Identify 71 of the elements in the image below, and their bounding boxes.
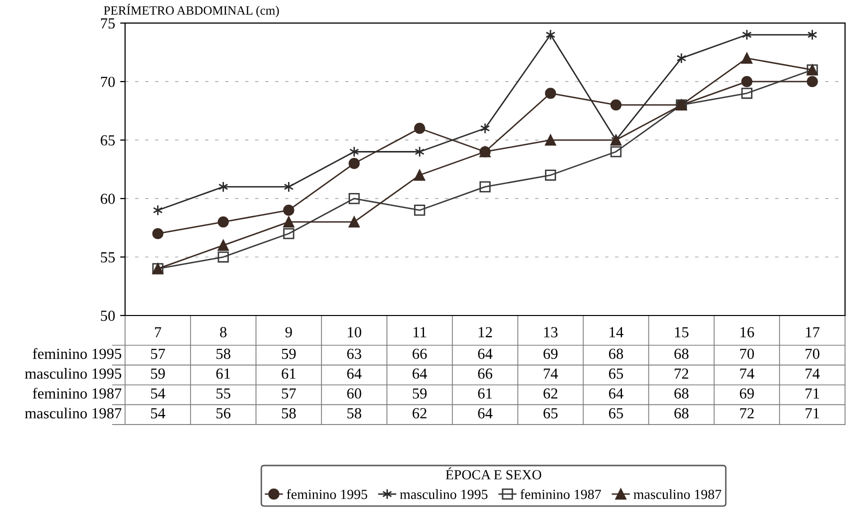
legend-label: feminino 1995 [286, 489, 368, 500]
data-label: 71 [806, 388, 820, 398]
data-label: 72 [674, 368, 688, 379]
y-tick-label: 75 [101, 18, 115, 29]
data-label: 66 [412, 348, 427, 359]
data-label: 64 [412, 368, 428, 379]
data-label: 69 [544, 348, 558, 359]
data-label: 54 [151, 408, 166, 418]
y-tick-label: 70 [101, 76, 115, 88]
x-tick-label: 8 [220, 327, 227, 338]
x-tick-label: 15 [675, 327, 688, 338]
data-label: 62 [412, 408, 426, 418]
data-label: 54 [151, 388, 166, 399]
data-label: 58 [347, 408, 362, 418]
y-tick-label: 50 [100, 310, 115, 321]
x-tick-label: 14 [610, 327, 624, 338]
data-label: 57 [282, 388, 296, 399]
data-label: 61 [478, 388, 492, 399]
data-label: 68 [674, 348, 688, 359]
data-label: 66 [478, 368, 492, 379]
legend-label: feminino 1987 [520, 489, 601, 500]
data-label: 61 [282, 368, 296, 379]
data-label: 60 [347, 388, 362, 399]
legend-label: masculino 1987 [634, 489, 722, 500]
text: masculino 1995 [24, 368, 122, 379]
data-label: 74 [544, 368, 558, 379]
x-tick-label: 11 [414, 327, 426, 338]
legend-label: masculino 1995 [400, 489, 488, 500]
x-tick-label: 17 [806, 327, 820, 338]
data-label: 65 [544, 408, 558, 418]
data-label: 70 [740, 348, 754, 359]
data-label: 74 [806, 368, 820, 379]
data-label: 72 [740, 408, 754, 418]
data-label: 71 [806, 408, 820, 418]
y-tick-label: 60 [100, 194, 115, 204]
text: feminino 1987 [32, 388, 122, 399]
x-tick-label: 16 [740, 327, 754, 338]
data-label: 70 [806, 348, 820, 359]
data-label: 64 [347, 368, 362, 379]
data-label: 65 [608, 368, 624, 379]
data-label: 59 [151, 368, 165, 379]
data-label: 64 [478, 348, 492, 359]
y-tick-label: 65 [100, 135, 115, 146]
data-label: 65 [608, 408, 624, 418]
data-label: 56 [216, 408, 230, 418]
legend-title: ÉPOCA E SEXO [446, 467, 542, 480]
data-label: 61 [216, 368, 230, 379]
data-label: 69 [740, 388, 754, 399]
x-tick-label: 13 [544, 327, 558, 338]
data-label: 62 [544, 388, 558, 399]
x-tick-label: 10 [348, 327, 362, 338]
text: feminino 1995 [32, 348, 122, 359]
data-label: 55 [216, 388, 230, 399]
text: masculino 1987 [24, 408, 122, 418]
data-label: 59 [412, 388, 427, 399]
y-tick-label: 55 [100, 252, 115, 262]
data-label: 59 [282, 348, 296, 359]
data-label: 68 [608, 348, 624, 359]
data-label: 68 [674, 388, 688, 399]
data-label: 57 [151, 348, 166, 359]
x-tick-label: 12 [478, 327, 492, 338]
data-label: 58 [282, 408, 296, 418]
data-label: 74 [740, 368, 754, 379]
data-label: 58 [216, 348, 230, 359]
data-label: 64 [478, 408, 492, 418]
x-tick-label: 7 [155, 327, 162, 338]
y-axis-title: PERÍMETRO ABDOMINAL (cm) [104, 4, 279, 18]
data-label: 68 [674, 408, 688, 418]
data-label: 64 [608, 388, 624, 399]
x-tick-label: 9 [285, 327, 292, 338]
data-label: 63 [347, 348, 362, 359]
